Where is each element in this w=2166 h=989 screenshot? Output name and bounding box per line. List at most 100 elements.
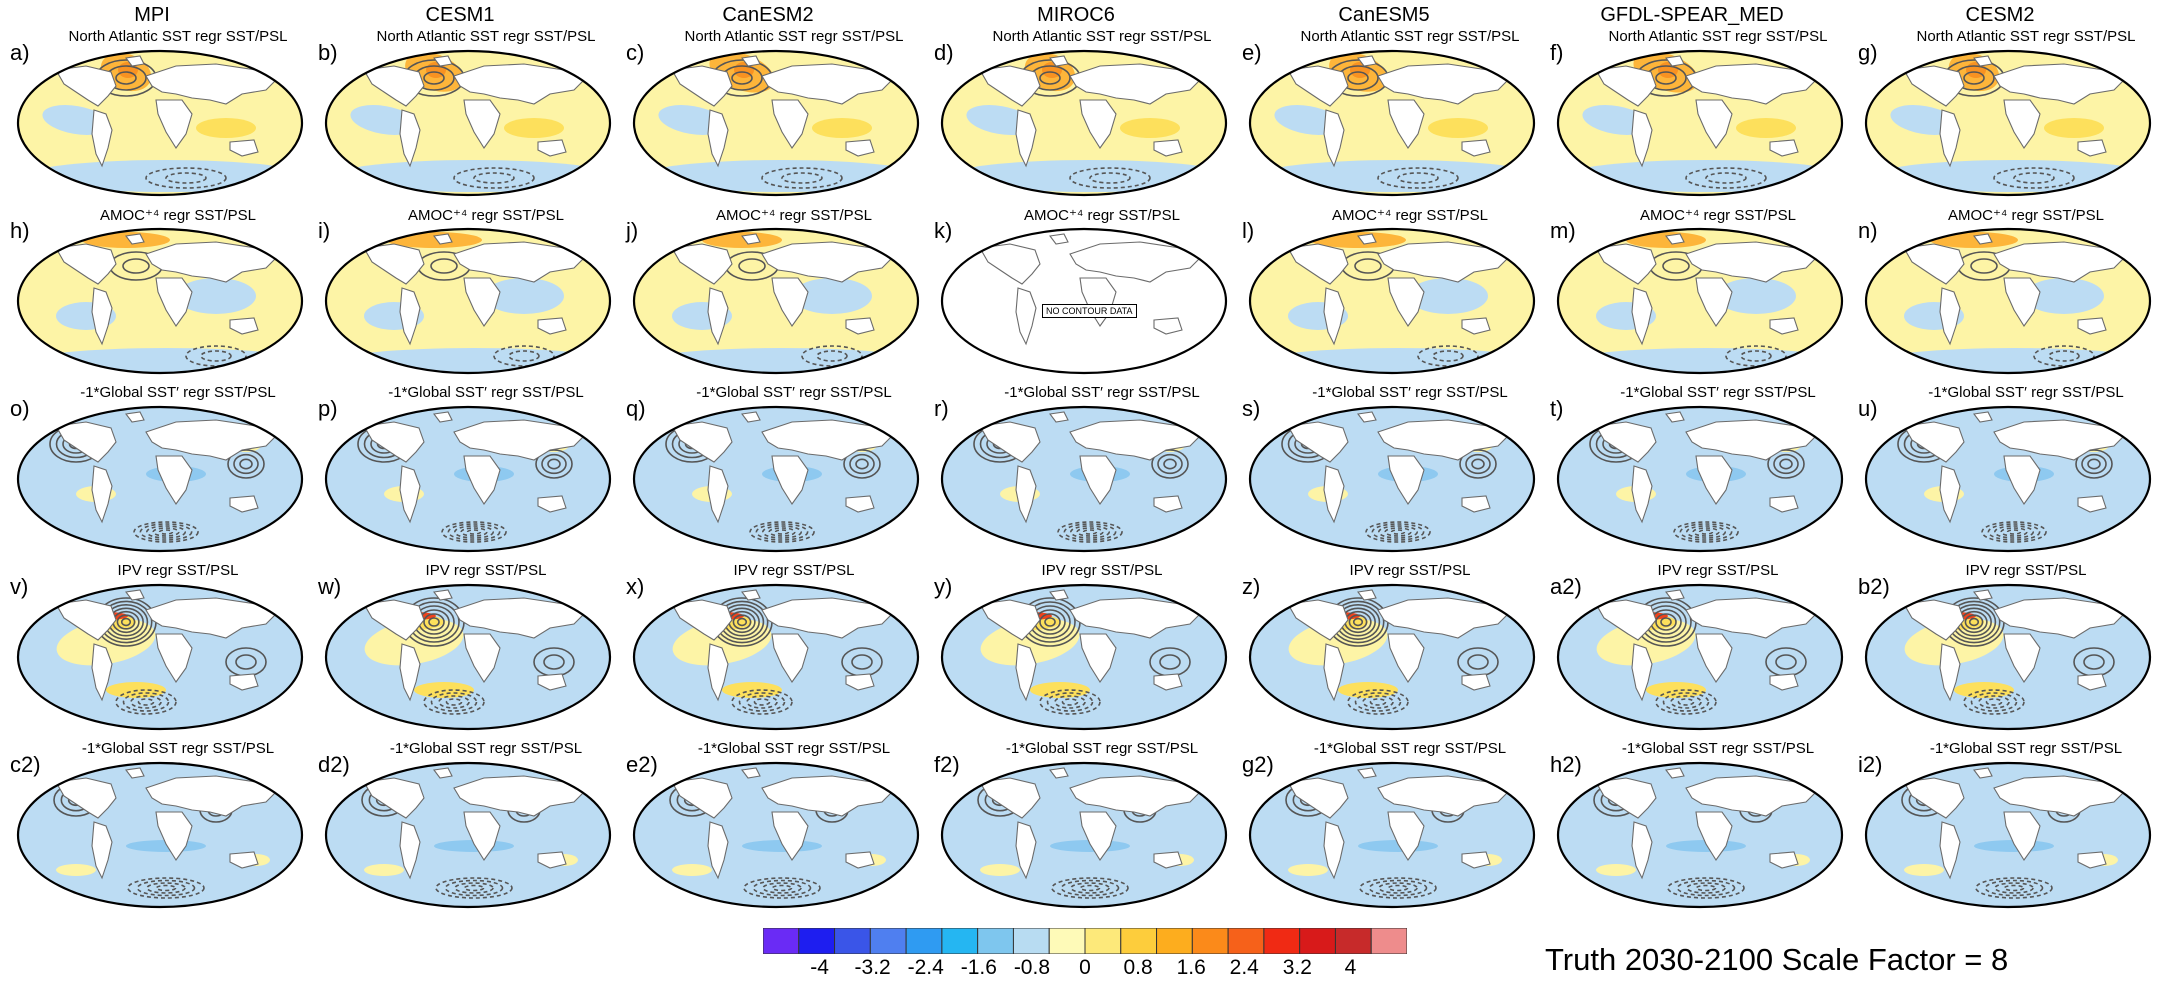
panel-label: c) xyxy=(626,40,645,65)
panel-label: f2) xyxy=(934,752,960,777)
panel-label: w) xyxy=(318,574,342,599)
panel-label: f) xyxy=(1550,40,1564,65)
colorbar-tick: -0.8 xyxy=(1013,956,1050,979)
world-map xyxy=(632,405,920,553)
panel-label: d2) xyxy=(318,752,350,777)
world-map xyxy=(632,761,920,909)
panel-title: IPV regr SST/PSL xyxy=(1349,562,1471,579)
panel-label: a) xyxy=(10,40,30,65)
world-map xyxy=(1556,227,1844,375)
map-panel: e2) -1*Global SST regr SST/PSL xyxy=(624,740,924,910)
panel-label: a2) xyxy=(1550,574,1582,599)
map-panel: t) -1*Global SST′ regr SST/PSL xyxy=(1548,384,1848,554)
model-title: CanESM5 xyxy=(1338,4,1430,26)
panel-label: x) xyxy=(626,574,645,599)
map-panel: r) -1*Global SST′ regr SST/PSL xyxy=(932,384,1232,554)
world-map xyxy=(324,583,612,731)
colorbar-swatch xyxy=(1370,928,1407,954)
panel-label: e) xyxy=(1242,40,1262,65)
panel-label: l) xyxy=(1242,218,1255,243)
panel-title: North Atlantic SST regr SST/PSL xyxy=(1300,28,1520,45)
map-panel: c) North Atlantic SST regr SST/PSL xyxy=(624,28,924,198)
panel-label: b2) xyxy=(1858,574,1890,599)
panel-title: AMOC⁺⁴ regr SST/PSL xyxy=(1023,207,1181,224)
panel-label: d) xyxy=(934,40,954,65)
world-map xyxy=(16,227,304,375)
panel-title: -1*Global SST′ regr SST/PSL xyxy=(1620,384,1816,401)
world-map xyxy=(940,49,1228,197)
colorbar-swatch xyxy=(1334,928,1372,954)
colorbar-tick: 0.8 xyxy=(1123,956,1153,979)
world-map xyxy=(1248,227,1536,375)
colorbar-tick: 1.6 xyxy=(1176,956,1206,979)
world-map xyxy=(1556,583,1844,731)
world-map xyxy=(632,583,920,731)
colorbar-tick: -4 xyxy=(810,956,829,979)
world-map xyxy=(940,583,1228,731)
panel-label: t) xyxy=(1550,396,1564,421)
colorbar-tick: -2.4 xyxy=(907,956,944,979)
map-panel: q) -1*Global SST′ regr SST/PSL xyxy=(624,384,924,554)
panel-title: IPV regr SST/PSL xyxy=(117,562,239,579)
map-panel: d) North Atlantic SST regr SST/PSL xyxy=(932,28,1232,198)
colorbar-swatch xyxy=(1120,928,1158,954)
world-map xyxy=(16,49,304,197)
colorbar-swatch xyxy=(763,928,800,954)
world-map xyxy=(1556,49,1844,197)
world-map xyxy=(16,583,304,731)
model-title: MIROC6 xyxy=(1037,4,1115,26)
world-map xyxy=(16,761,304,909)
colorbar-swatch xyxy=(905,928,943,954)
panel-label: g) xyxy=(1858,40,1878,65)
panel-title: North Atlantic SST regr SST/PSL xyxy=(68,28,288,45)
map-panel: f2) -1*Global SST regr SST/PSL xyxy=(932,740,1232,910)
panel-title: IPV regr SST/PSL xyxy=(1657,562,1779,579)
panel-title: -1*Global SST′ regr SST/PSL xyxy=(696,384,892,401)
world-map xyxy=(324,761,612,909)
panel-label: h2) xyxy=(1550,752,1582,777)
panel-title: IPV regr SST/PSL xyxy=(425,562,547,579)
panel-label: k) xyxy=(934,218,953,243)
panel-title: -1*Global SST regr SST/PSL xyxy=(1313,740,1507,757)
colorbar-swatch xyxy=(1012,928,1050,954)
panel-title: AMOC⁺⁴ regr SST/PSL xyxy=(407,207,565,224)
map-panel: b2) IPV regr SST/PSL xyxy=(1856,562,2156,732)
map-panel: s) -1*Global SST′ regr SST/PSL xyxy=(1240,384,1540,554)
map-panel: k) AMOC⁺⁴ regr SST/PSL NO CONTOUR DATA xyxy=(932,206,1232,376)
panel-title: -1*Global SST′ regr SST/PSL xyxy=(1312,384,1508,401)
world-map xyxy=(1248,405,1536,553)
map-panel: l) AMOC⁺⁴ regr SST/PSL xyxy=(1240,206,1540,376)
colorbar-swatch xyxy=(1227,928,1265,954)
map-panel: n) AMOC⁺⁴ regr SST/PSL xyxy=(1856,206,2156,376)
model-title: CESM2 xyxy=(1965,4,2035,26)
colorbar-swatch xyxy=(941,928,979,954)
world-map xyxy=(1864,405,2152,553)
colorbar-swatch xyxy=(1048,928,1086,954)
panel-title: AMOC⁺⁴ regr SST/PSL xyxy=(99,207,257,224)
panel-title: -1*Global SST regr SST/PSL xyxy=(1929,740,2123,757)
panel-title: -1*Global SST′ regr SST/PSL xyxy=(1004,384,1200,401)
panel-label: s) xyxy=(1242,396,1261,421)
panel-label: z) xyxy=(1242,574,1261,599)
panel-title: -1*Global SST regr SST/PSL xyxy=(1005,740,1199,757)
world-map xyxy=(940,761,1228,909)
panel-title: AMOC⁺⁴ regr SST/PSL xyxy=(1639,207,1797,224)
panel-label: u) xyxy=(1858,396,1878,421)
panel-label: o) xyxy=(10,396,30,421)
panel-label: h) xyxy=(10,218,30,243)
colorbar-tick: -1.6 xyxy=(960,956,997,979)
map-panel: g2) -1*Global SST regr SST/PSL xyxy=(1240,740,1540,910)
panel-label: v) xyxy=(10,574,29,599)
colorbar-tick: 0 xyxy=(1079,956,1091,979)
colorbar-swatch xyxy=(869,928,907,954)
colorbar-tick: -3.2 xyxy=(854,956,891,979)
world-map xyxy=(632,227,920,375)
panel-title: AMOC⁺⁴ regr SST/PSL xyxy=(715,207,873,224)
colorbar-tick: 2.4 xyxy=(1229,956,1259,979)
map-panel: b) North Atlantic SST regr SST/PSL xyxy=(316,28,616,198)
map-panel: e) North Atlantic SST regr SST/PSL xyxy=(1240,28,1540,198)
panel-label: p) xyxy=(318,396,338,421)
world-map xyxy=(324,405,612,553)
panel-title: -1*Global SST′ regr SST/PSL xyxy=(1928,384,2124,401)
panel-title: North Atlantic SST regr SST/PSL xyxy=(1916,28,2136,45)
